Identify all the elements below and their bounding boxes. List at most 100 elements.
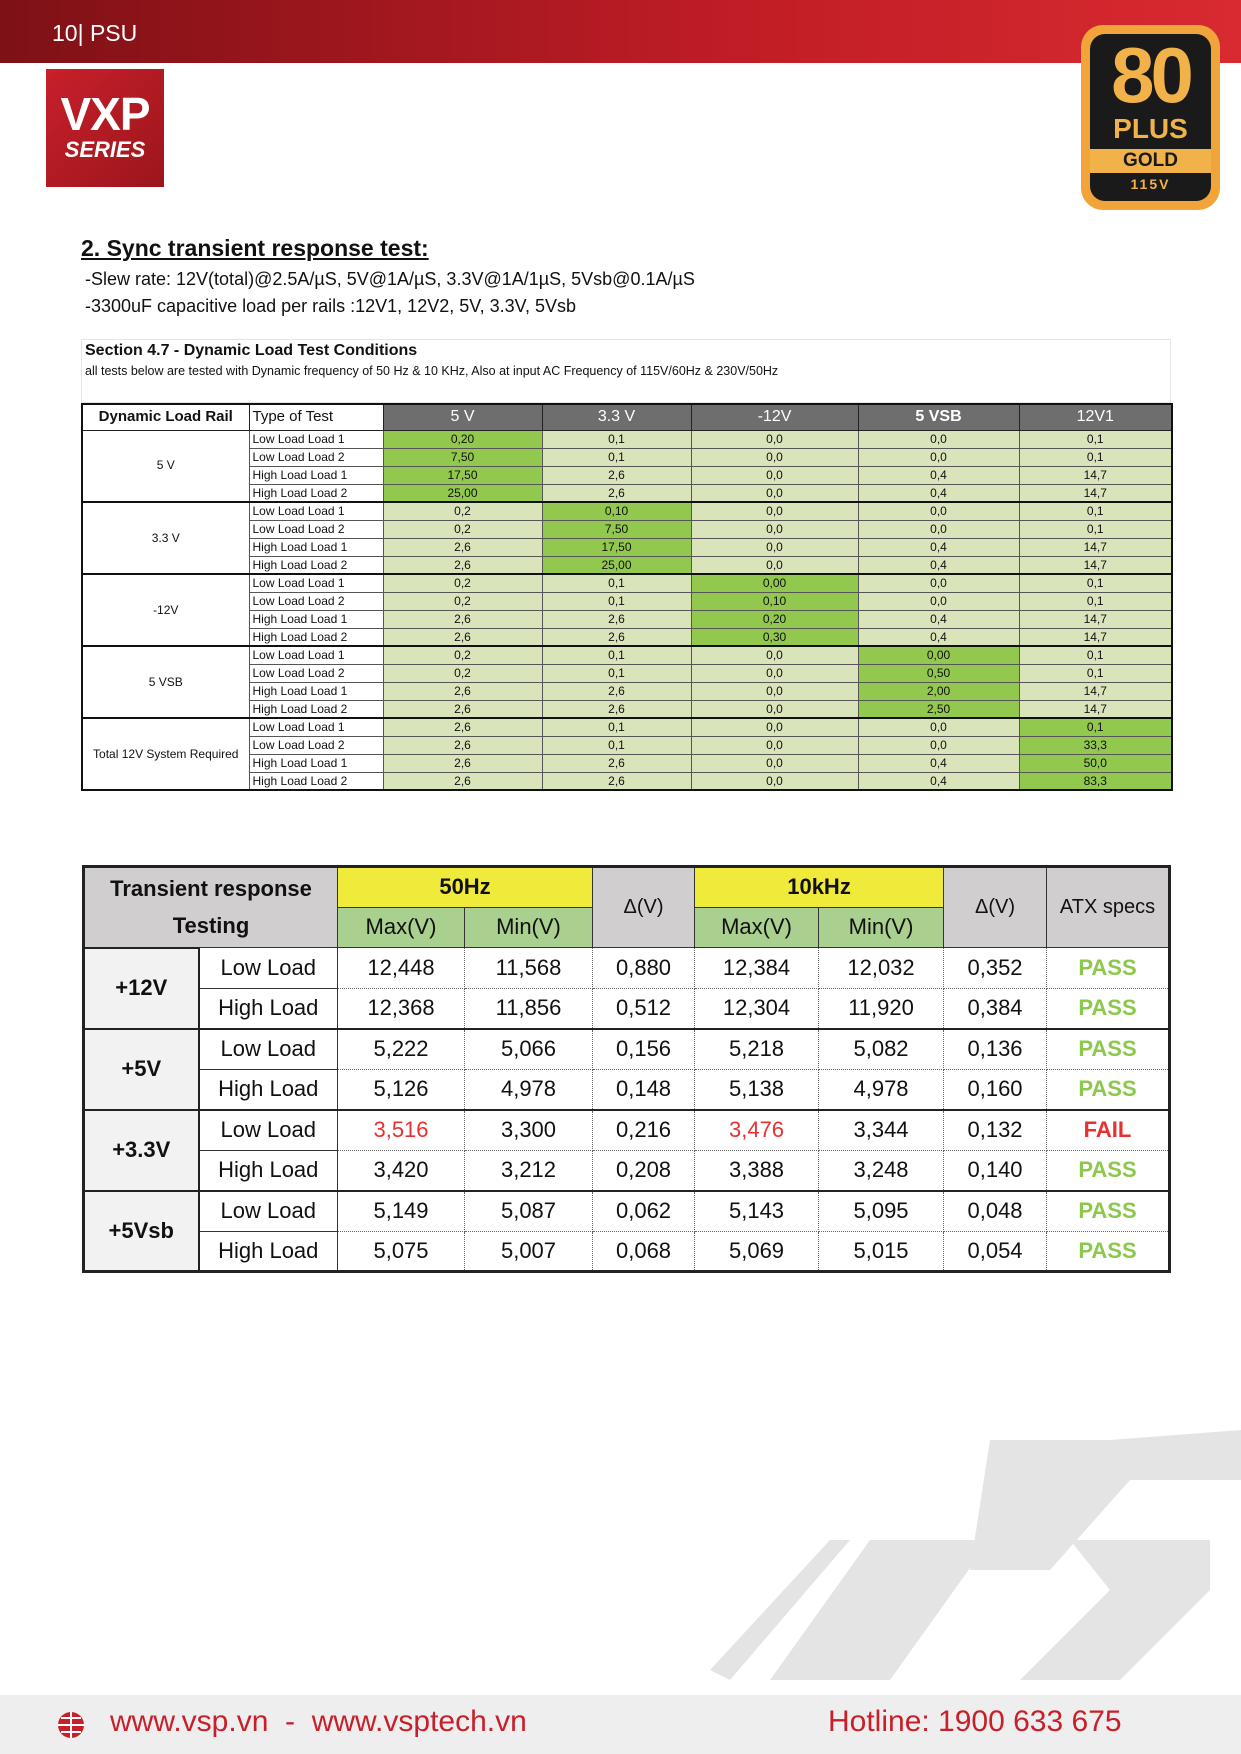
value-cell: 5,075 [337,1230,465,1272]
rail-cell: +5Vsb [82,1189,200,1273]
value-cell: 0,00 [690,573,859,593]
table1: Dynamic Load Rail Type of Test 5 V 3.3 V -12… [81,403,1173,791]
value-cell: 14,7 [1018,609,1173,629]
header-row: Dynamic Load Rail Type of Test 5 V 3.3 V -12… [81,403,1173,431]
load-cell: High Load [198,987,338,1029]
value-cell: 2,6 [541,699,692,719]
sub-header: Min(V) [463,906,594,948]
spec-header: ATX specs [1046,866,1171,948]
rail-cell: 3.3 V [81,501,250,575]
test-cell: Low Load Load 2 [248,591,384,611]
value-cell: 0,0 [690,645,859,665]
data-row: 5 VSB Low Load Load 1 0,2 0,1 0,0 0,00 0,1 [81,645,1173,719]
rail-cell: 5 VSB [81,645,250,719]
value-cell: 14,7 [1018,537,1173,557]
value-cell: 12,384 [694,947,820,989]
value-cell: 3,516 [337,1109,465,1151]
title-line: Transient response [110,876,312,902]
value-cell: 0,156 [592,1028,696,1070]
value-cell: 0,10 [690,591,859,611]
page-label: 10| PSU [52,20,138,46]
freq-header: 50Hz [336,866,594,908]
load-cell: High Load [198,1149,338,1191]
value-cell: 3,388 [694,1149,820,1191]
data-row: +5Vsb Low Load 5,149 5,087 0,062 5,143 5,095 0,… [82,1189,1171,1273]
value-cell: 0,1 [541,447,692,467]
value-cell: 0,0 [857,717,1020,737]
value-cell: 0,20 [690,609,859,629]
rail-cell: -12V [81,573,250,647]
decor-shapes [710,1430,1241,1680]
load-cell: Low Load [198,947,338,989]
test-cell: Low Load Load 1 [248,645,384,665]
value-cell: 0,00 [857,645,1020,665]
value-cell: 0,1 [1018,591,1173,611]
value-cell: 5,015 [818,1230,945,1272]
value-cell: 0,0 [690,717,859,737]
data-row: Low Load Load 2 2,6 0,1 0,0 0,0 33,3 [82,735,1173,755]
data-row: -12V Low Load Load 1 0,2 0,1 0,00 0,0 0,1 [81,573,1173,647]
value-cell: 50,0 [1018,753,1173,773]
test-cell: High Load Load 2 [248,483,384,503]
value-cell: 0,140 [943,1149,1048,1191]
test-cell: High Load Load 1 [248,681,384,701]
header-row: Max(V) Min(V) Max(V) Min(V) [84,906,1170,948]
section-lines: -Slew rate: 12V(total)@2.5A/µS, 5V@1A/µS… [85,266,695,320]
value-cell: 0,1 [1018,645,1173,665]
data-row: High Load Load 1 2,6 2,6 0,0 2,00 14,7 [82,681,1173,701]
value-cell: 83,3 [1018,771,1173,791]
value-cell: 2,6 [382,771,543,791]
test-cell: Low Load Load 2 [248,447,384,467]
delta-header: Δ(V) [592,866,696,948]
value-cell: 25,00 [541,555,692,575]
value-cell: 0,054 [943,1230,1048,1272]
data-row: High Load Load 2 2,6 2,6 0,0 0,4 83,3 [82,771,1173,791]
result-cell: PASS [1046,1149,1171,1191]
data-row: High Load Load 2 25,00 2,6 0,0 0,4 14,7 [82,483,1173,503]
data-row: Low Load Load 2 0,2 0,1 0,0 0,50 0,1 [82,663,1173,683]
test-cell: High Load Load 1 [248,537,384,557]
table2: Transient response Testing 50Hz Δ(V) 10kHz Δ(… [82,865,1172,1273]
footer-hotline: Hotline: 1900 633 675 [828,1705,1122,1738]
logo: VXP SERIES [46,69,164,187]
value-cell: 2,6 [382,537,543,557]
value-cell: 14,7 [1018,465,1173,485]
data-row: High Load 3,420 3,212 0,208 3,388 3,248 0,140 P… [83,1149,1171,1191]
value-cell: 0,30 [690,627,859,647]
header-cell: 3.3 V [541,403,692,431]
value-cell: 0,1 [1018,519,1173,539]
value-cell: 4,978 [818,1068,945,1110]
value-cell: 0,2 [382,591,543,611]
value-cell: 0,0 [857,591,1020,611]
header-row: Transient response Testing 50Hz Δ(V) 10kHz Δ(… [83,866,1171,948]
badge: 80 PLUS GOLD 115V [1081,25,1220,210]
result-cell: PASS [1046,947,1171,989]
title-line: Testing [172,913,250,939]
value-cell: 2,6 [382,753,543,773]
value-cell: 0,0 [690,699,859,719]
test-cell: High Load Load 1 [248,465,384,485]
header-cell: 12V1 [1018,403,1173,431]
value-cell: 2,6 [541,465,692,485]
value-cell: 0,160 [943,1068,1048,1110]
rail-cell: +12V [82,946,200,1030]
result-cell: PASS [1046,1230,1171,1272]
test-cell: High Load Load 2 [248,627,384,647]
test-cell: Low Load Load 1 [248,573,384,593]
value-cell: 0,0 [857,519,1020,539]
value-cell: 0,4 [857,771,1020,791]
value-cell: 11,568 [463,947,594,989]
value-cell: 0,0 [857,735,1020,755]
value-cell: 0,4 [857,465,1020,485]
value-cell: 25,00 [382,483,543,503]
value-cell: 12,304 [694,987,820,1029]
value-cell: 0,0 [690,447,859,467]
footer: www.vsp.vn - www.vsptech.vn Hotline: 190… [0,1695,1241,1754]
value-cell: 0,0 [857,447,1020,467]
value-cell: 5,126 [337,1068,465,1110]
value-cell: 5,222 [337,1028,465,1070]
value-cell: 5,087 [463,1190,594,1232]
test-cell: High Load Load 1 [248,753,384,773]
value-cell: 11,920 [818,987,945,1029]
